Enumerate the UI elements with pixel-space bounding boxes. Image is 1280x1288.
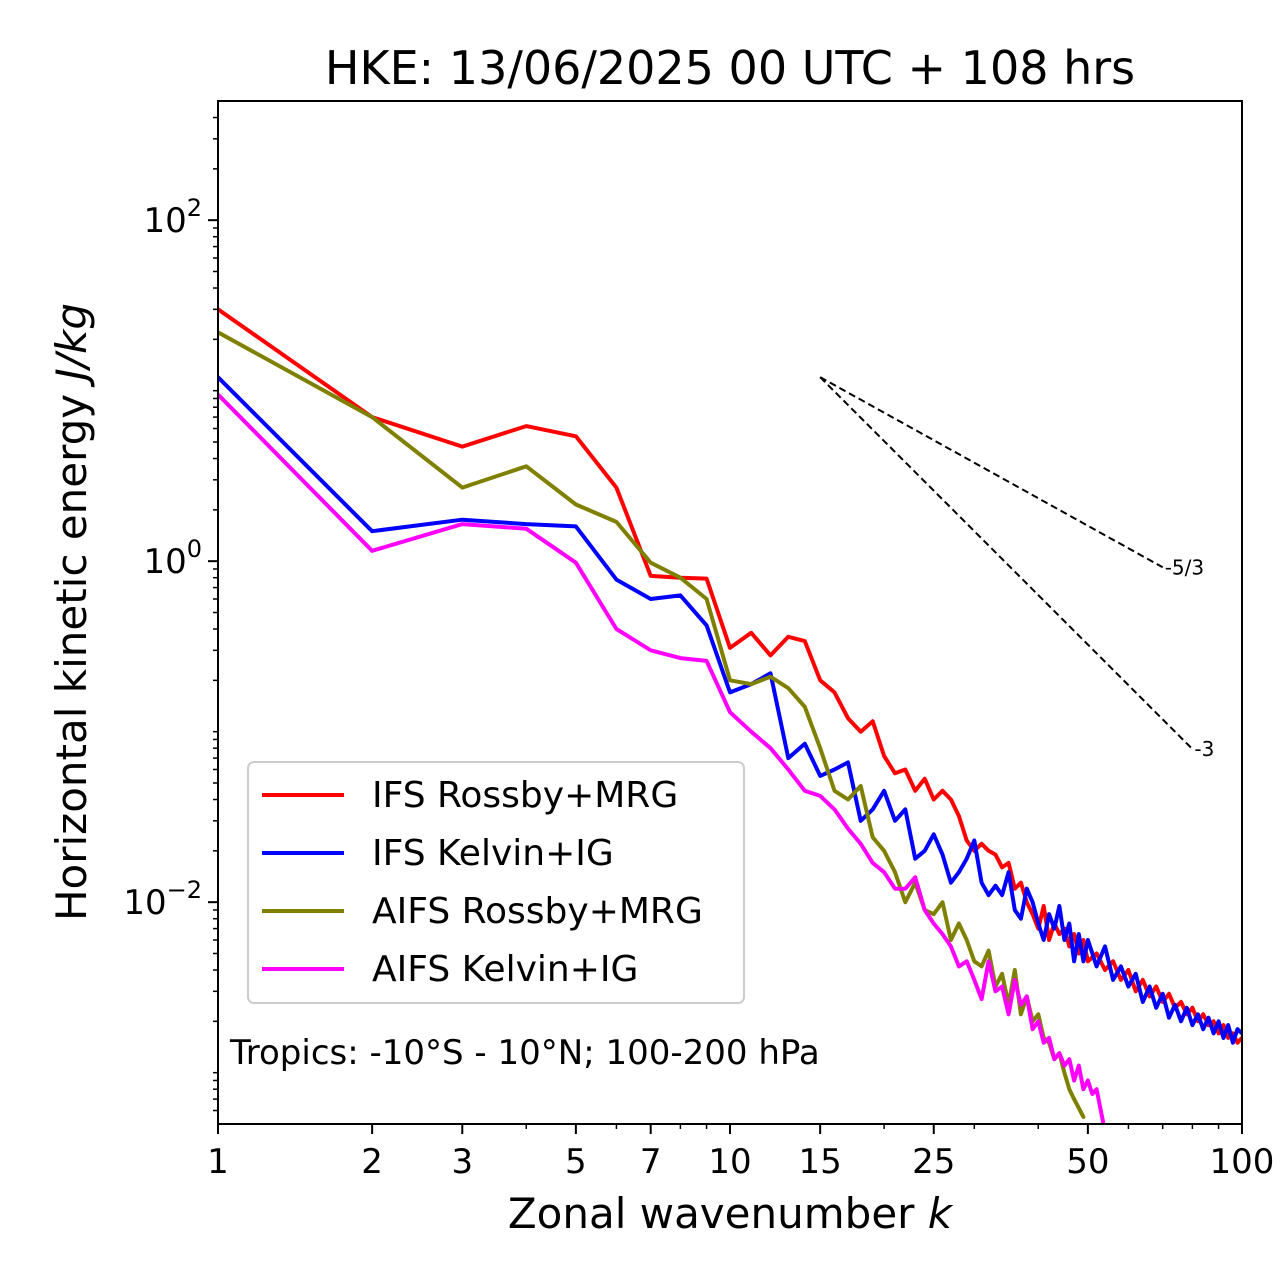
reference-slope-lines: -5/3 -3 — [819, 376, 1214, 761]
y-axis-minor-ticks — [213, 116, 218, 1112]
x-tick-label: 7 — [640, 1142, 662, 1182]
x-tick-label: 15 — [799, 1142, 842, 1182]
x-tick-label: 25 — [912, 1142, 955, 1182]
x-tick-label: 10 — [708, 1142, 751, 1182]
legend-label-ifs-kelvin-ig: IFS Kelvin+IG — [372, 833, 614, 874]
legend-box — [247, 761, 745, 1004]
x-tick-label: 3 — [451, 1142, 473, 1182]
legend-label-aifs-kelvin-ig: AIFS Kelvin+IG — [372, 949, 638, 990]
region-annotation: Tropics: -10°S - 10°N; 100-200 hPa — [229, 1033, 820, 1073]
x-tick-label: 5 — [565, 1142, 587, 1182]
x-axis-label: Zonal wavenumber k — [508, 1189, 954, 1238]
series-line-ifs-kelvin-ig — [218, 375, 1242, 1045]
legend: IFS Rossby+MRG IFS Kelvin+IG AIFS Rossby+M… — [247, 761, 745, 1004]
x-tick-label: 1 — [207, 1142, 229, 1182]
slope-line-3 — [819, 376, 1194, 750]
series-line-aifs-kelvin-ig — [218, 392, 1106, 1124]
y-tick-label: 10−2 — [123, 876, 202, 923]
slope-label-3: -3 — [1194, 737, 1214, 761]
x-tick-label: 2 — [361, 1142, 383, 1182]
y-axis-label: Horizontal kinetic energy J/kg — [47, 303, 96, 921]
y-tick-label: 100 — [143, 535, 202, 582]
legend-label-ifs-rossby-mrg: IFS Rossby+MRG — [372, 775, 678, 816]
y-axis-ticks: 102 100 10−2 — [123, 194, 218, 923]
y-tick-label: 102 — [143, 194, 202, 241]
x-axis-minor-ticks — [525, 1124, 1220, 1129]
slope-line-5-3 — [819, 376, 1164, 569]
x-tick-label: 50 — [1066, 1142, 1109, 1182]
x-tick-label: 100 — [1210, 1142, 1275, 1182]
chart-title: HKE: 13/06/2025 00 UTC + 108 hrs — [325, 41, 1135, 95]
legend-label-aifs-rossby-mrg: AIFS Rossby+MRG — [372, 891, 703, 932]
x-axis-ticks: 1 2 3 5 7 10 15 25 50 100 — [207, 1124, 1274, 1182]
series-line-ifs-rossby-mrg — [218, 307, 1242, 1045]
slope-label-5-3: -5/3 — [1165, 555, 1204, 579]
series-lines — [218, 307, 1242, 1124]
